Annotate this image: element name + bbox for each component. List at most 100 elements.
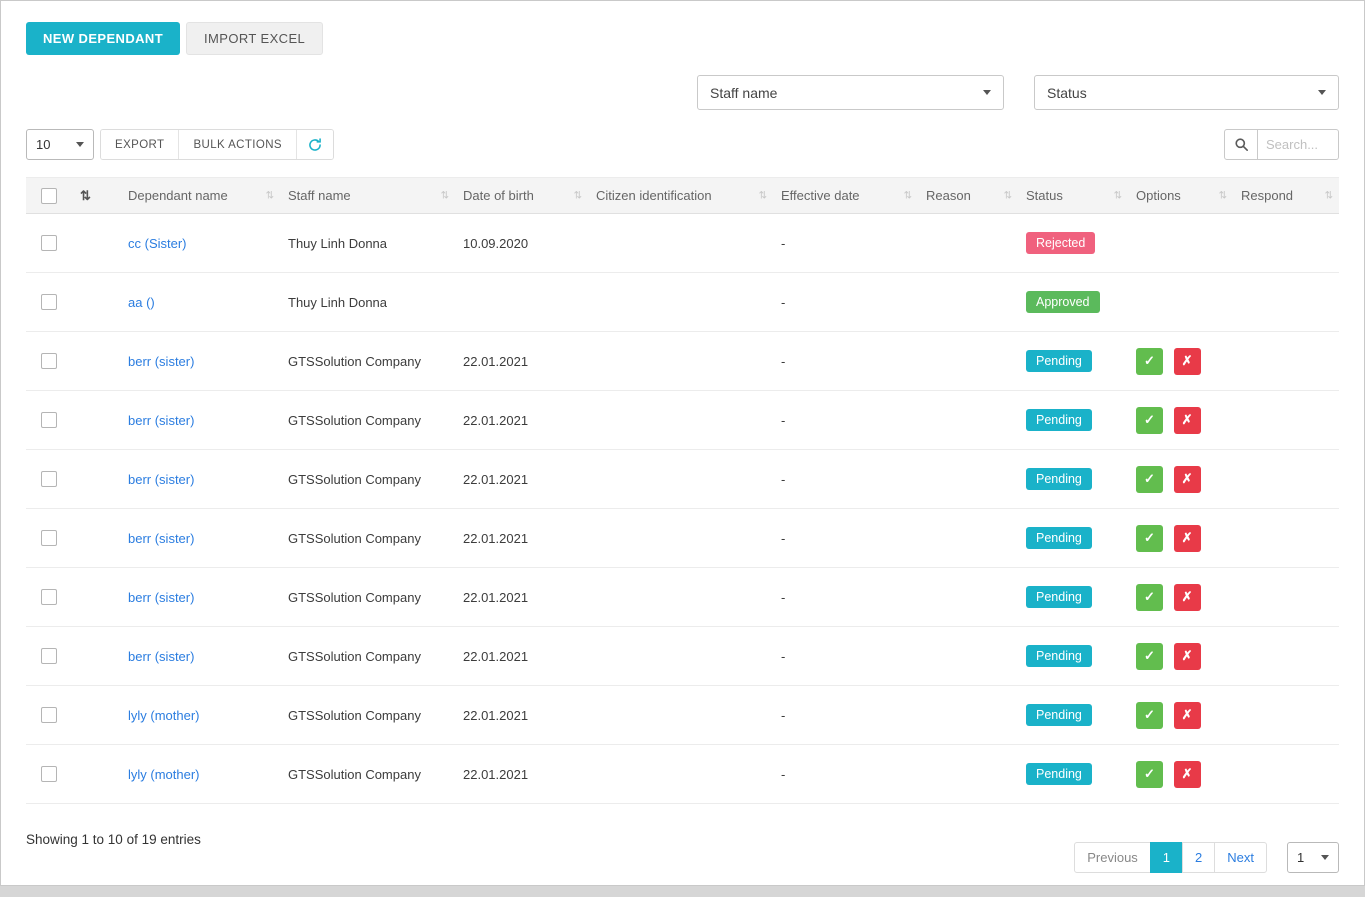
sort-icon: ⇅: [573, 190, 582, 201]
column-header-citizen-identification[interactable]: Citizen identification ⇅: [588, 177, 773, 214]
row-checkbox[interactable]: [41, 707, 57, 724]
row-checkbox[interactable]: [41, 589, 57, 606]
reason-cell: [918, 331, 1018, 391]
dependant-name-link[interactable]: berr (sister): [128, 648, 195, 664]
pagination-page-2[interactable]: 2: [1182, 842, 1216, 873]
row-checkbox[interactable]: [41, 353, 57, 370]
approve-button[interactable]: ✓: [1136, 642, 1163, 670]
column-header-status[interactable]: Status ⇅: [1018, 177, 1128, 214]
dependant-name-link[interactable]: berr (sister): [128, 412, 195, 428]
refresh-button[interactable]: [297, 130, 334, 159]
sort-icon: ⇅: [903, 190, 912, 201]
pagination-page-1[interactable]: 1: [1149, 842, 1184, 873]
select-all-checkbox[interactable]: [41, 187, 57, 204]
pager-area: Previous 1 2 Next 1: [1074, 842, 1339, 873]
status-filter-value: Status: [1047, 84, 1087, 101]
reject-button[interactable]: ✗: [1173, 524, 1201, 552]
page-jump-select[interactable]: 1: [1287, 842, 1339, 873]
export-button[interactable]: EXPORT: [101, 130, 180, 159]
search-icon[interactable]: [1224, 129, 1258, 160]
staff-name-cell: GTSSolution Company: [280, 685, 455, 745]
reason-cell: [918, 685, 1018, 745]
effective-date-cell: -: [773, 626, 918, 686]
approve-button[interactable]: ✓: [1136, 465, 1163, 493]
search-input[interactable]: [1258, 129, 1339, 160]
approve-button[interactable]: ✓: [1136, 701, 1163, 729]
reject-button[interactable]: ✗: [1173, 583, 1201, 611]
row-checkbox[interactable]: [41, 766, 57, 783]
status-badge: Pending: [1026, 527, 1092, 549]
pagination-previous[interactable]: Previous: [1074, 842, 1151, 873]
dependant-name-link[interactable]: berr (sister): [128, 589, 195, 605]
approve-button[interactable]: ✓: [1136, 406, 1163, 434]
approve-button[interactable]: ✓: [1136, 347, 1163, 375]
column-header-respond[interactable]: Respond ⇅: [1233, 177, 1339, 214]
options-buttons: ✓ ✗: [1136, 701, 1208, 729]
page-size-select[interactable]: 10: [26, 129, 94, 160]
dob-cell: 22.01.2021: [455, 685, 588, 745]
row-checkbox[interactable]: [41, 530, 57, 547]
dependant-name-link[interactable]: lyly (mother): [128, 766, 200, 782]
column-header-dependant-name[interactable]: Dependant name ⇅: [120, 177, 280, 214]
sort-icon: ⇅: [1113, 190, 1122, 201]
staff-name-cell: GTSSolution Company: [280, 449, 455, 509]
cross-icon: ✗: [1181, 589, 1193, 604]
staff-name-cell: Thuy Linh Donna: [280, 272, 455, 332]
dob-cell: [455, 272, 588, 332]
cross-icon: ✗: [1181, 707, 1193, 722]
effective-date-cell: -: [773, 331, 918, 391]
reject-button[interactable]: ✗: [1173, 701, 1201, 729]
staff-name-filter[interactable]: Staff name: [697, 75, 1004, 110]
dependant-name-link[interactable]: berr (sister): [128, 471, 195, 487]
reason-cell: [918, 508, 1018, 568]
check-icon: ✓: [1144, 471, 1155, 486]
staff-name-cell: GTSSolution Company: [280, 508, 455, 568]
column-header-effective-date[interactable]: Effective date ⇅: [773, 177, 918, 214]
column-header-date-of-birth[interactable]: Date of birth ⇅: [455, 177, 588, 214]
respond-cell: [1233, 567, 1339, 627]
citizen-id-cell: [588, 626, 773, 686]
approve-button[interactable]: ✓: [1136, 760, 1163, 788]
row-checkbox[interactable]: [41, 471, 57, 488]
options-buttons: ✓ ✗: [1136, 524, 1208, 552]
status-filter[interactable]: Status: [1034, 75, 1339, 110]
dependant-name-link[interactable]: lyly (mother): [128, 707, 200, 723]
options-buttons: ✓ ✗: [1136, 642, 1208, 670]
reject-button[interactable]: ✗: [1173, 465, 1201, 493]
reject-button[interactable]: ✗: [1173, 642, 1201, 670]
bulk-actions-button[interactable]: BULK ACTIONS: [179, 130, 298, 159]
reject-button[interactable]: ✗: [1173, 406, 1201, 434]
dependant-name-link[interactable]: berr (sister): [128, 530, 195, 546]
pagination: Previous 1 2 Next: [1074, 842, 1267, 873]
effective-date-cell: -: [773, 272, 918, 332]
new-dependant-button[interactable]: NEW DEPENDANT: [26, 22, 181, 55]
reject-button[interactable]: ✗: [1173, 760, 1201, 788]
column-header-reason[interactable]: Reason ⇅: [918, 177, 1018, 214]
row-checkbox[interactable]: [41, 412, 57, 429]
status-badge: Pending: [1026, 763, 1092, 785]
row-checkbox[interactable]: [41, 235, 57, 252]
import-excel-button[interactable]: IMPORT EXCEL: [186, 22, 324, 55]
effective-date-cell: -: [773, 744, 918, 804]
approve-button[interactable]: ✓: [1136, 524, 1163, 552]
reason-cell: [918, 390, 1018, 450]
row-checkbox[interactable]: [41, 648, 57, 665]
approve-button[interactable]: ✓: [1136, 583, 1163, 611]
row-checkbox[interactable]: [41, 294, 57, 311]
pagination-next[interactable]: Next: [1214, 842, 1267, 873]
reason-cell: [918, 449, 1018, 509]
status-badge: Pending: [1026, 704, 1092, 726]
dependant-name-link[interactable]: aa (): [128, 294, 155, 310]
dependant-name-link[interactable]: berr (sister): [128, 353, 195, 369]
dependant-name-link[interactable]: cc (Sister): [128, 235, 187, 251]
reject-button[interactable]: ✗: [1173, 347, 1201, 375]
page-jump-value: 1: [1297, 850, 1305, 865]
column-header-options[interactable]: Options ⇅: [1128, 177, 1233, 214]
order-cell: [72, 213, 120, 273]
showing-entries-text: Showing 1 to 10 of 19 entries: [26, 832, 201, 847]
sort-icon: ⇅: [758, 190, 767, 201]
effective-date-cell: -: [773, 390, 918, 450]
column-header-staff-name[interactable]: Staff name ⇅: [280, 177, 455, 214]
sort-order-icon[interactable]: ⇅: [80, 187, 91, 203]
refresh-icon: [308, 137, 322, 152]
